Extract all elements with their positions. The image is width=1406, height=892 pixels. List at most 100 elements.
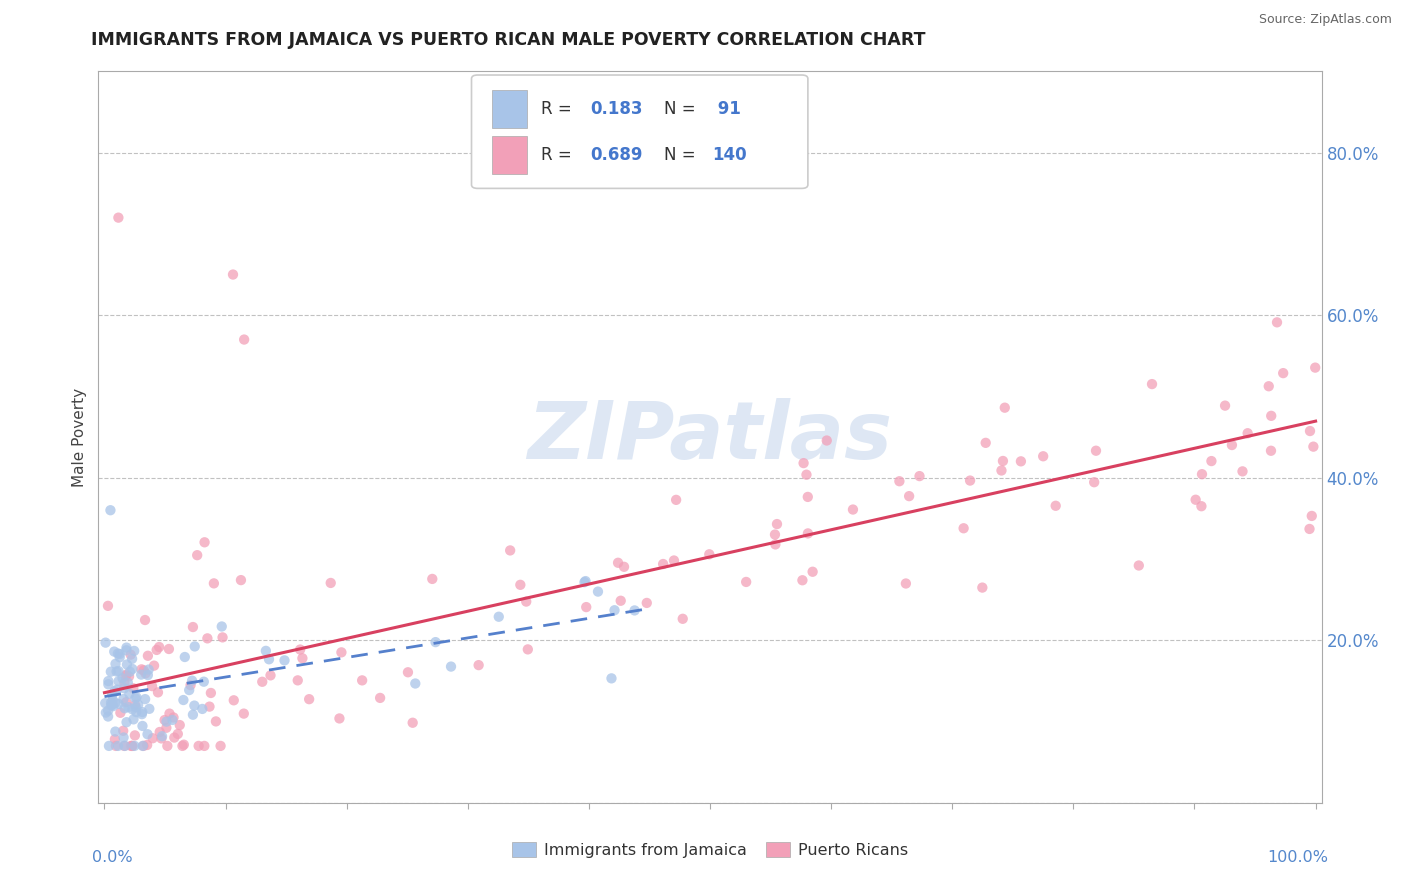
Point <box>134 666 156 681</box>
Point <box>298 692 321 706</box>
Point <box>697 547 720 561</box>
Point <box>1032 450 1054 464</box>
Point <box>991 454 1014 468</box>
Point <box>766 517 789 532</box>
Point <box>763 527 786 541</box>
Point <box>1184 492 1206 507</box>
Point <box>179 683 201 698</box>
Text: 0.689: 0.689 <box>591 145 643 164</box>
Point <box>586 584 609 599</box>
Point <box>254 644 277 658</box>
Point <box>115 657 138 672</box>
Legend: Immigrants from Jamaica, Puerto Ricans: Immigrants from Jamaica, Puerto Ricans <box>506 836 914 864</box>
Point <box>607 556 630 570</box>
Point <box>100 698 122 713</box>
Point <box>972 581 994 595</box>
FancyBboxPatch shape <box>492 136 527 174</box>
Point <box>145 643 167 657</box>
Point <box>425 635 447 649</box>
Point <box>180 678 202 692</box>
Point <box>127 698 149 712</box>
Point <box>108 647 131 661</box>
Point <box>155 714 177 729</box>
Point <box>129 667 152 681</box>
Point <box>166 727 188 741</box>
Point <box>121 702 143 716</box>
Text: R =: R = <box>541 145 578 164</box>
Point <box>288 642 311 657</box>
Text: 0.0%: 0.0% <box>93 850 134 865</box>
Point <box>1257 379 1279 393</box>
Point <box>104 739 127 753</box>
Point <box>121 739 143 753</box>
Point <box>112 739 135 753</box>
Point <box>121 662 143 676</box>
Point <box>169 718 191 732</box>
Point <box>104 657 127 671</box>
Point <box>672 612 695 626</box>
Point <box>138 663 160 677</box>
Point <box>1083 475 1105 490</box>
Point <box>994 401 1017 415</box>
Point <box>330 645 353 659</box>
Point <box>1298 522 1320 536</box>
Point <box>181 707 204 722</box>
Point <box>124 698 146 712</box>
Point <box>103 644 125 658</box>
Point <box>115 640 138 655</box>
Y-axis label: Male Poverty: Male Poverty <box>72 387 87 487</box>
Point <box>202 576 225 591</box>
Point <box>104 724 127 739</box>
Point <box>115 667 138 681</box>
Point <box>110 706 132 720</box>
Point <box>211 619 233 633</box>
Text: 100.0%: 100.0% <box>1267 850 1327 865</box>
Point <box>150 729 173 743</box>
Point <box>136 668 159 682</box>
Point <box>134 613 156 627</box>
Point <box>193 535 215 549</box>
Point <box>319 576 342 591</box>
Point <box>516 642 538 657</box>
Point <box>112 676 135 690</box>
Point <box>352 673 374 688</box>
Point <box>138 702 160 716</box>
Point <box>404 676 426 690</box>
Point <box>163 731 186 745</box>
Point <box>112 692 135 706</box>
Text: Source: ZipAtlas.com: Source: ZipAtlas.com <box>1258 13 1392 27</box>
Point <box>156 739 179 753</box>
Point <box>974 435 997 450</box>
Point <box>120 739 142 753</box>
Point <box>842 502 865 516</box>
Point <box>1299 424 1322 438</box>
Point <box>396 665 419 680</box>
Point <box>94 706 117 720</box>
Point <box>603 603 626 617</box>
Point <box>172 739 194 753</box>
Point <box>121 739 143 753</box>
Text: 0.183: 0.183 <box>591 101 643 119</box>
Point <box>97 709 120 723</box>
Point <box>112 681 135 696</box>
Point <box>101 688 124 702</box>
Point <box>801 565 824 579</box>
Point <box>115 695 138 709</box>
Point <box>763 537 786 551</box>
Point <box>815 434 838 448</box>
Point <box>209 739 232 753</box>
Point <box>143 658 166 673</box>
Point <box>894 576 917 591</box>
Point <box>509 578 531 592</box>
Point <box>149 725 172 739</box>
Point <box>793 456 815 470</box>
Point <box>252 674 274 689</box>
Point <box>101 693 124 707</box>
Point <box>328 711 350 725</box>
Point <box>153 713 176 727</box>
Point <box>1045 499 1067 513</box>
Point <box>150 731 173 746</box>
Point <box>142 731 165 746</box>
Point <box>104 696 127 710</box>
Point <box>114 669 136 683</box>
